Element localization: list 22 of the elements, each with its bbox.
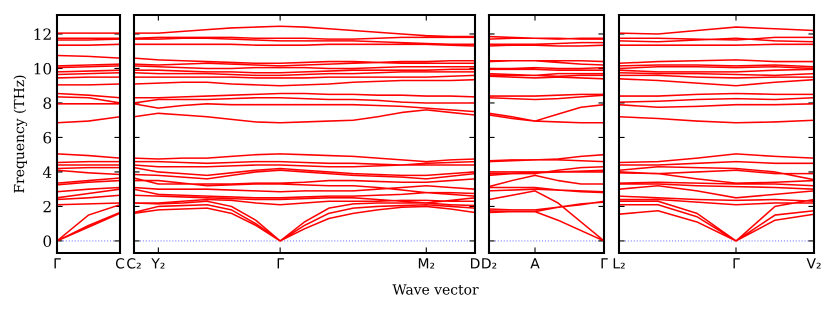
x-tick-label: M₂ [418,258,434,268]
y-axis-title: Frequency (THz) [14,76,28,193]
y-tick-label: 6 [43,132,52,144]
x-tick-label: D₂ [482,258,496,268]
x-tick-label: Γ [54,258,61,268]
y-tick-label: 2 [43,200,51,212]
x-tick-label: V₂ [806,258,821,268]
y-tick-label: 0 [43,235,52,247]
x-tick-label: Γ [733,258,740,268]
x-tick-label: L₂ [614,258,625,268]
y-tick-label: 10 [34,62,52,74]
x-tick-label: D [471,258,480,268]
x-tick-label: Y₂ [151,258,165,268]
y-tick-label: 12 [34,28,51,40]
x-tick-label: C₂ [127,258,141,269]
y-tick-label: 8 [43,97,52,109]
x-tick-label: Γ [601,258,608,268]
x-tick-label: C [116,258,124,269]
y-tick-label: 4 [42,166,52,178]
x-tick-label: Γ [278,258,284,268]
x-tick-label: A [530,258,540,268]
x-axis-title: Wave vector [392,284,479,295]
